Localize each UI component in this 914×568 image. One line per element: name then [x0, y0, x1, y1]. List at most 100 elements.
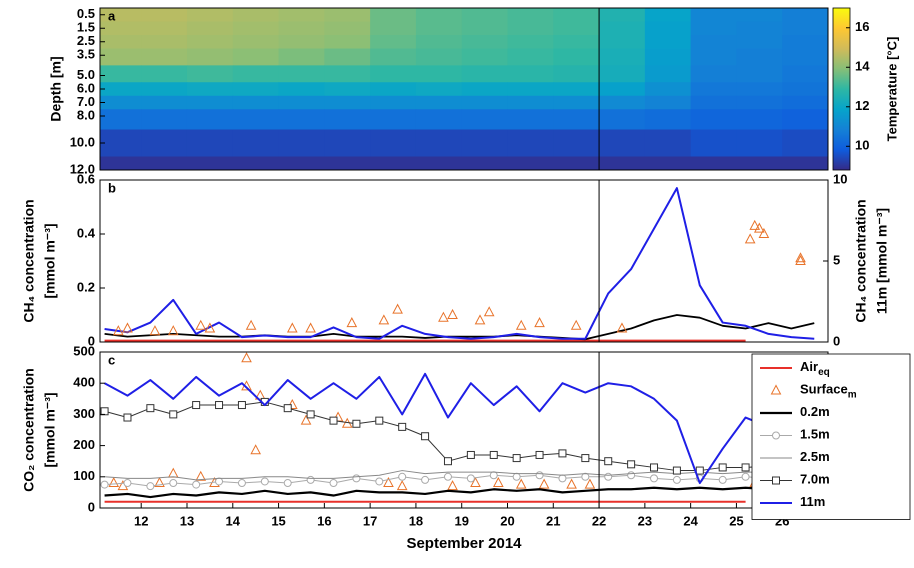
heat-cell [186, 109, 234, 130]
x-tick-label: 23 [638, 513, 652, 528]
heat-cell [461, 35, 508, 49]
circle-marker [100, 480, 109, 489]
y2-tick-label: 10 [833, 171, 847, 186]
heat-cell [690, 129, 737, 157]
triangle-marker [250, 444, 262, 455]
heat-cell [782, 65, 828, 83]
heat-cell [507, 35, 554, 49]
triangle-marker [204, 322, 216, 333]
panel: 10 12 14 16 Temperature [°C] a 0.51.52.53.5 5.0… [48, 6, 900, 176]
triangle-marker [195, 319, 207, 330]
heat-cell [690, 109, 737, 130]
triangle-marker [566, 478, 577, 489]
panel-label: a [108, 8, 116, 23]
triangle-marker [383, 476, 394, 488]
circle-marker [260, 477, 269, 486]
y-tick-label: 3.5 [77, 47, 95, 62]
heat-cell [736, 129, 783, 157]
heat-cell [553, 65, 600, 83]
y2-axis-label: CH₄ concentration [853, 199, 869, 322]
x-tick-label: 24 [683, 513, 698, 528]
triangle-marker [286, 322, 298, 333]
heat-cell [324, 129, 371, 157]
heat-cell [461, 156, 508, 170]
heat-cell [553, 129, 600, 157]
heat-cell [186, 48, 234, 66]
panel: c 0 100 200 300 400 500 12 13 14 15 16 17 18 19 20 21 22 2… [21, 343, 829, 552]
heat-cell [370, 95, 417, 110]
y2-tick-label: 0 [833, 333, 840, 348]
heat-cell [782, 82, 828, 97]
legend-label: 0.2m [800, 404, 830, 419]
legend-label: Aireq [800, 359, 830, 377]
legend-subscript: eq [818, 367, 830, 378]
heat-cell [100, 8, 142, 22]
x-tick-label: 19 [454, 513, 468, 528]
heat-cell [415, 21, 463, 36]
square-marker [237, 401, 246, 410]
x-axis-label: September 2014 [406, 535, 522, 552]
heat-cell [186, 156, 234, 170]
circle-marker [581, 472, 590, 481]
square-marker [718, 463, 727, 472]
triangle-marker [396, 480, 408, 491]
heat-cell [232, 156, 280, 170]
heat-cell [690, 48, 737, 66]
heat-cell [186, 129, 234, 157]
heat-cell [553, 156, 600, 170]
heat-cell [324, 65, 371, 83]
triangle-marker [470, 476, 481, 488]
heat-cell [278, 95, 325, 110]
square-marker [123, 413, 132, 422]
heat-cell [141, 65, 188, 83]
heat-cell [278, 35, 325, 49]
heat-cell [782, 21, 828, 36]
heat-cell [507, 21, 554, 36]
heat-cell [599, 65, 646, 83]
heat-cell [736, 8, 783, 22]
square-marker [558, 449, 567, 458]
heat-cell [232, 8, 280, 22]
heat-cell [141, 82, 188, 97]
triangle-marker [534, 317, 545, 328]
y-tick-label: 0 [88, 499, 95, 514]
square-marker [672, 466, 681, 475]
heat-cell [599, 129, 646, 157]
circle-marker [283, 479, 292, 488]
y-tick-label: 400 [73, 375, 95, 390]
heat-cell [690, 95, 737, 110]
triangle-marker [795, 254, 806, 265]
square-marker [398, 422, 407, 431]
heat-cell [370, 65, 417, 83]
triangle-marker [538, 478, 550, 489]
square-marker [489, 450, 498, 459]
heat-cell [186, 35, 234, 49]
plot-area [100, 8, 828, 170]
square-marker [192, 401, 201, 410]
circle-marker [352, 474, 361, 483]
heat-cell [599, 35, 646, 49]
legend-label: 1.5m [800, 427, 830, 442]
triangle-marker [515, 478, 527, 489]
heat-cell [100, 65, 142, 83]
heat-cell [644, 95, 692, 110]
heat-cell [324, 82, 371, 97]
square-marker [466, 450, 475, 459]
circle-marker [192, 480, 201, 489]
triangle-marker [493, 476, 504, 488]
heat-cell [507, 8, 554, 22]
heat-cell [461, 21, 508, 36]
heat-cell [278, 48, 325, 66]
triangle-marker [438, 311, 449, 322]
legend-name: 0.2m [800, 404, 830, 419]
colorbar-tick-label: 14 [855, 59, 870, 74]
circle-marker [443, 472, 452, 481]
triangle-marker [149, 325, 161, 336]
y-tick-label: 0.4 [77, 225, 96, 240]
circle-marker [398, 472, 407, 481]
heat-cell [736, 82, 783, 97]
triangle-marker [584, 478, 596, 489]
panel-label: b [108, 180, 116, 195]
heat-cell [141, 48, 188, 66]
